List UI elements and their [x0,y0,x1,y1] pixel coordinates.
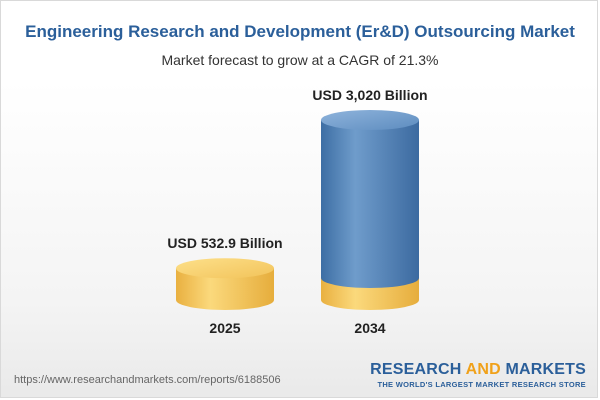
chart-title: Engineering Research and Development (Er… [25,22,575,41]
logo-tagline: THE WORLD'S LARGEST MARKET RESEARCH STOR… [377,380,586,389]
value-label: USD 3,020 Billion [312,87,427,103]
bar-2025-top [176,258,274,279]
bar-2034-growth-segment [321,120,419,288]
logo-wordmark: RESEARCH AND MARKETS [370,361,586,378]
brand-logo: RESEARCH AND MARKETS THE WORLD'S LARGEST… [370,361,586,390]
bar-2025-body [176,268,274,310]
value-label: USD 532.9 Billion [167,235,282,251]
category-label: 2034 [354,320,385,336]
category-label: 2025 [209,320,240,336]
source-url[interactable]: https://www.researchandmarkets.com/repor… [14,374,281,386]
bar-2034-top [321,110,419,130]
chart-subtitle: Market forecast to grow at a CAGR of 21.… [161,52,439,68]
